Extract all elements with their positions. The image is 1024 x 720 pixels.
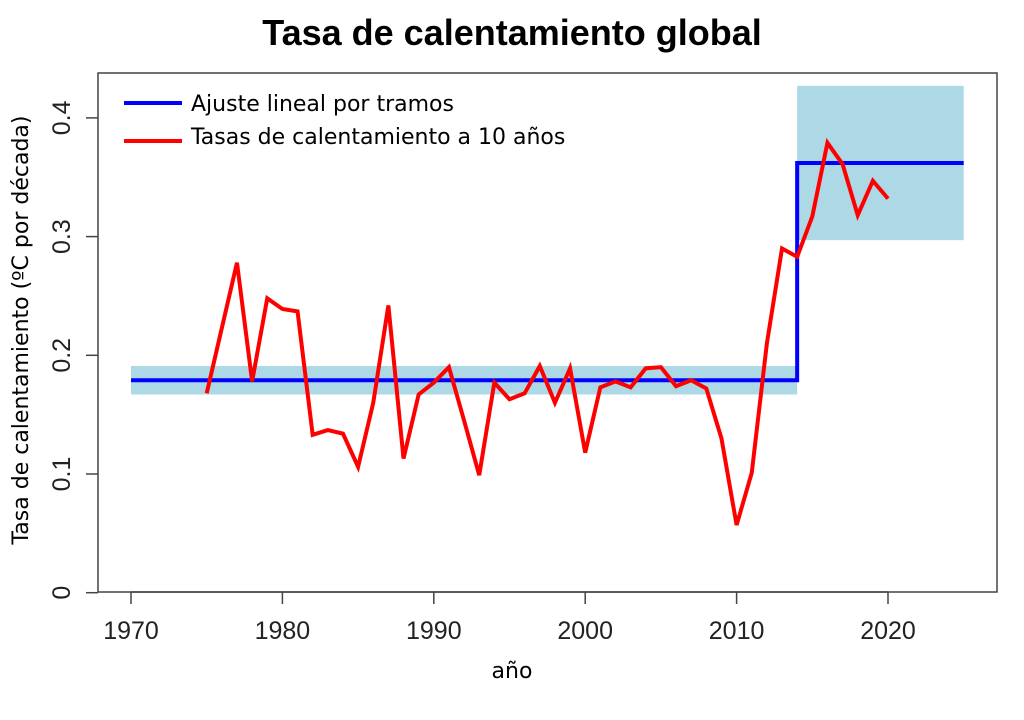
x-tick-label: 1980 <box>255 617 311 645</box>
x-tick-label: 1970 <box>103 617 159 645</box>
y-tick-label: 0.1 <box>48 457 76 492</box>
y-axis-label: Tasa de calentamiento (ºC por década) <box>9 116 34 546</box>
legend: Ajuste lineal por tramos Tasas de calent… <box>124 92 565 150</box>
legend-label-fit: Ajuste lineal por tramos <box>191 92 454 117</box>
y-tick-label: 0 <box>48 586 76 600</box>
warming-rate-line <box>204 137 890 526</box>
x-tick-label: 2000 <box>557 617 613 645</box>
y-tick-label: 0.4 <box>48 100 76 135</box>
piecewise-fit-line <box>131 161 964 383</box>
x-tick-label: 2010 <box>709 617 765 645</box>
x-tick-label: 2020 <box>860 617 916 645</box>
y-tick-label: 0.3 <box>48 219 76 254</box>
x-tick-label: 1990 <box>406 617 462 645</box>
x-axis-label: año <box>492 659 533 684</box>
legend-label-rates: Tasas de calentamiento a 10 años <box>190 125 565 150</box>
chart-title: Tasa de calentamiento global <box>262 12 762 53</box>
y-tick-label: 0.2 <box>48 338 76 373</box>
